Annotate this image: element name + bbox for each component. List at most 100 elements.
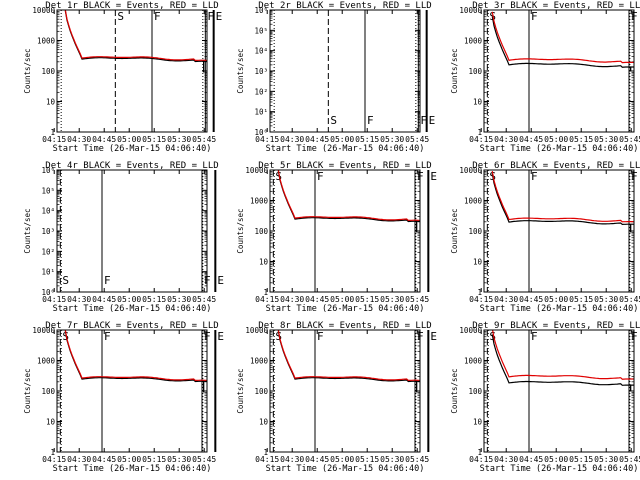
x-tick-label: 04:45 [305,135,329,144]
events-series-line [277,330,420,383]
y-tick-label: 1000 [464,357,483,366]
x-axis-title: Start Time (26-Mar-15 04:06:40) [266,144,425,154]
events-series-line [491,16,634,68]
y-tick-label: 1000 [37,357,56,366]
plot-frame [56,9,208,133]
y-tick-label: 10 [259,258,269,267]
x-axis-title: Start Time (26-Mar-15 04:06:40) [480,304,639,314]
x-axis-title: Start Time (26-Mar-15 04:06:40) [53,464,212,474]
x-tick-label: 04:15 [255,455,279,464]
x-tick-label: 04:45 [92,135,116,144]
x-tick-label: 04:30 [494,295,518,304]
y-tick-label: 1000 [250,357,269,366]
x-axis-title: Start Time (26-Mar-15 04:06:40) [480,144,639,154]
marker-label: E [430,170,437,183]
x-tick-label: 05:45 [619,455,640,464]
y-tick-label: 10⁵ [254,26,268,35]
x-tick-label: 05:15 [142,135,166,144]
data-group [491,170,634,233]
x-tick-label: 05:45 [192,295,216,304]
x-tick-label: 05:30 [380,135,404,144]
data-group [64,10,207,73]
y-tick-label: 10 [473,98,483,107]
plot-frame [269,9,421,133]
y-tick-label: 10⁵ [41,186,55,195]
marker-label: F [207,10,214,23]
x-axis-title: Start Time (26-Mar-15 04:06:40) [53,304,212,314]
y-tick-label: 10⁰ [41,288,55,297]
x-tick-label: 04:15 [42,295,66,304]
x-tick-label: 05:15 [569,135,593,144]
events-series-line [64,10,207,63]
y-tick-label: 10⁴ [41,207,55,216]
lld-series-line [491,170,634,223]
y-tick-label: 10 [46,418,56,427]
panel-title: Det 2r BLACK = Events, RED = LLD [258,1,431,11]
x-tick-label: 05:15 [569,455,593,464]
x-tick-label: 04:45 [519,295,543,304]
y-tick-label: 1000 [464,37,483,46]
x-tick-label: 05:45 [405,135,429,144]
y-tick-label: 10¹ [254,108,268,117]
x-tick-label: 04:15 [255,135,279,144]
marker-label: F [104,330,111,343]
x-tick-label: 04:15 [469,455,493,464]
marker-label: E [216,10,223,23]
x-tick-label: 05:45 [619,135,640,144]
lld-series-line [277,170,420,222]
y-tick-label: 1 [477,288,482,297]
y-tick-label: 1000 [464,197,483,206]
x-tick-label: 05:30 [380,295,404,304]
marker-label: E [217,274,224,287]
marker-label: F [104,274,111,287]
lld-series-line [64,10,207,62]
data-group [64,330,207,393]
y-tick-label: 10³ [41,227,55,236]
x-tick-label: 05:45 [619,295,640,304]
x-tick-label: 05:15 [355,455,379,464]
plot-frame [483,9,635,133]
events-series-line [277,170,420,223]
y-tick-label: 1 [50,128,55,137]
x-tick-label: 04:45 [92,455,116,464]
y-tick-label: 1000 [250,197,269,206]
events-series-line [491,334,634,386]
y-tick-label: 1 [477,128,482,137]
marker-label: F [367,114,374,127]
x-tick-label: 04:30 [67,295,91,304]
lld-series-line [491,11,634,64]
marker-label: F [317,170,324,183]
x-tick-label: 05:30 [594,455,618,464]
y-tick-label: 10000 [459,6,482,15]
y-axis-title: Counts/sec [236,368,245,413]
marker-label: F [531,330,538,343]
panel-title: Det 1r BLACK = Events, RED = LLD [45,1,218,11]
marker-label: S [62,274,69,287]
y-tick-label: 100 [41,387,55,396]
x-tick-label: 05:45 [192,135,216,144]
panel-det-7: Det 7r BLACK = Events, RED = LLD 04:15 04:… [23,321,224,474]
panel-title: Det 4r BLACK = Events, RED = LLD [45,161,218,171]
y-tick-label: 10² [254,87,268,96]
marker-label: E [217,330,224,343]
y-tick-label: 10⁶ [41,166,55,175]
x-tick-label: 04:30 [67,135,91,144]
plot-frame [269,169,421,293]
x-axis-title: Start Time (26-Mar-15 04:06:40) [480,464,639,474]
marker-label: S [117,10,124,23]
plot-frame [269,329,421,453]
y-tick-label: 10000 [32,326,55,335]
x-tick-label: 05:30 [594,295,618,304]
x-tick-label: 04:15 [42,455,66,464]
panel-title: Det 6r BLACK = Events, RED = LLD [472,161,640,171]
y-axis-title: Counts/sec [450,48,459,93]
plot-frame [483,329,635,453]
y-axis-title: Counts/sec [23,48,32,93]
x-tick-label: 05:30 [167,135,191,144]
x-tick-label: 04:45 [519,455,543,464]
panel-title: Det 7r BLACK = Events, RED = LLD [45,321,218,331]
x-tick-label: 05:00 [117,455,141,464]
x-tick-label: 05:00 [330,455,354,464]
